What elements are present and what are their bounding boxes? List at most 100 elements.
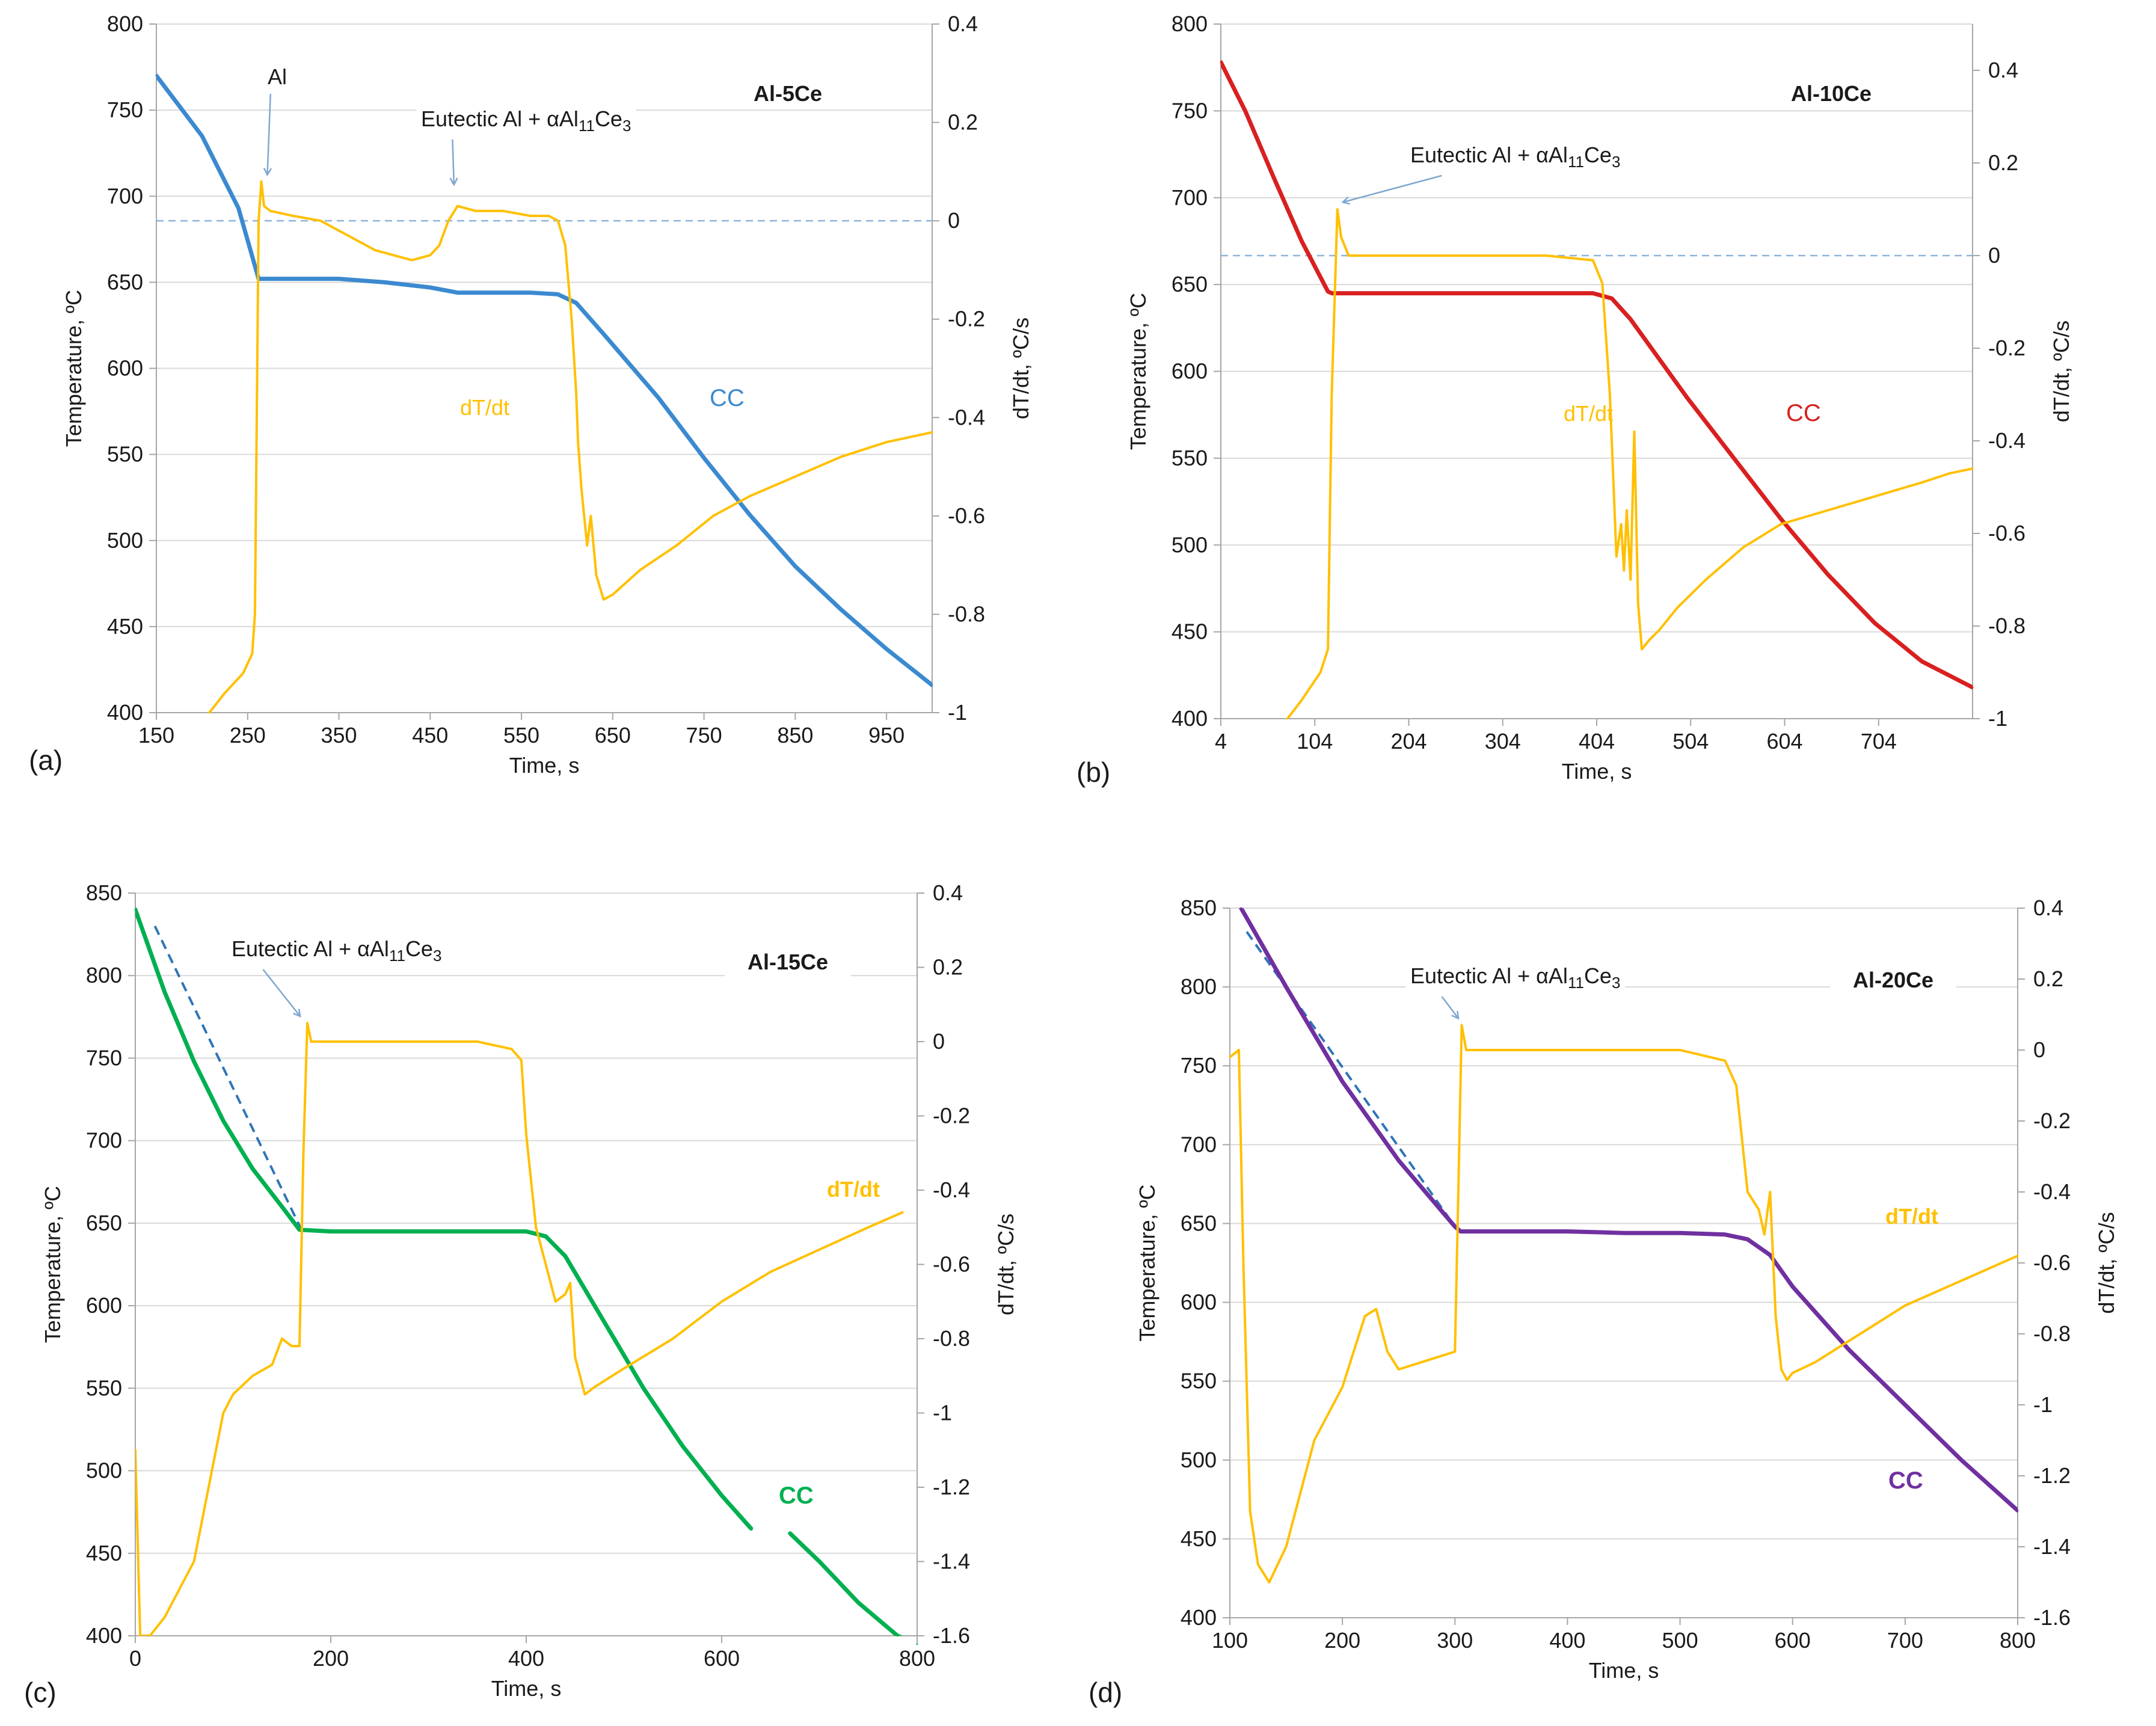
panel-label: (d) [1089,1677,1122,1708]
x-tick-label: 850 [777,723,813,748]
data-point [548,215,550,217]
data-point [1460,1230,1462,1233]
y2-tick-label: 0.4 [1988,58,2018,82]
annotation-arrow [452,139,453,184]
y-tick-label: 750 [107,97,143,122]
y2-tick-label: 0 [948,208,960,233]
x-tick-label: 504 [1672,729,1709,754]
data-point [310,1040,312,1043]
data-point [1921,481,1923,484]
data-point [251,653,253,655]
series-label-dtdt: dT/dt [1564,401,1613,426]
annotation-label: Al [268,64,287,89]
data-point [1742,546,1745,548]
y-tick-label: 600 [1172,359,1208,384]
y-axis-title: Temperature, ºC [1135,1184,1159,1341]
data-point [574,1356,576,1359]
data-point [292,215,295,217]
data-point [271,1363,273,1366]
alloy-label: Al-10Ce [1791,81,1872,106]
y-tick-label: 600 [1181,1290,1217,1315]
annotation-arrow [262,969,299,1016]
x-tick-label: 650 [595,723,631,748]
y2-tick-label: -0.4 [933,1178,970,1202]
data-point [1769,1254,1771,1256]
data-point [557,293,559,295]
data-point [493,292,496,294]
data-point [1336,208,1339,210]
data-point [575,302,577,304]
data-point [1686,396,1688,399]
data-point [589,515,592,517]
data-point [1404,254,1406,257]
y-tick-label: 450 [107,614,143,639]
data-point [1620,523,1623,526]
data-point [1874,495,1876,497]
data-point [1461,1024,1463,1027]
data-point [238,207,240,209]
data-point [1592,292,1594,295]
data-point [703,456,705,459]
x-tick-label: 304 [1485,729,1521,754]
y2-tick-label: -1.6 [2033,1605,2071,1630]
tangent-line [1245,931,1458,1231]
y2-tick-label: -1 [933,1401,952,1425]
annotation-label: Eutectic Al + αAl11Ce3 [421,106,631,135]
y-tick-label: 650 [1172,272,1208,296]
data-point [292,278,295,280]
data-point [1859,1333,1861,1335]
alloy-label: Al-20Ce [1853,968,1933,992]
data-point [1348,254,1350,257]
annotation-arrow [1344,174,1442,202]
data-point [1847,1348,1850,1351]
series-cc-line [135,907,754,1531]
data-point [1566,1230,1568,1233]
alloy-label-bg [725,78,851,109]
data-point [1623,570,1625,572]
annotation-bg [1405,961,1626,994]
data-point [1741,1138,1743,1140]
y2-tick-label: -0.2 [2033,1108,2071,1133]
y2-tick-label: -0.6 [2033,1250,2071,1275]
tangent-line [153,926,303,1230]
x-tick-label: 350 [321,723,357,748]
x-tick-label: 4 [1215,729,1227,754]
data-point [1971,686,1974,689]
data-point [794,565,796,568]
y-tick-label: 500 [107,528,143,553]
data-point [564,1255,567,1258]
data-point [383,281,385,283]
annotation-label: Eutectic Al + αAl11Ce3 [1410,143,1620,171]
y-tick-label: 550 [1181,1369,1217,1393]
data-point [1724,1233,1726,1236]
y-tick-label: 750 [86,1045,122,1070]
data-point [502,210,505,212]
data-point [1786,1379,1788,1381]
data-point [1679,1049,1681,1051]
data-point [1676,606,1678,609]
y-tick-label: 700 [86,1128,122,1153]
data-point [535,1226,537,1229]
y-tick-label: 450 [86,1541,122,1565]
data-point [438,244,440,247]
data-point [1398,1368,1400,1371]
y2-tick-label: -1 [948,700,967,725]
data-point [1286,717,1289,720]
y2-tick-label: -0.6 [933,1252,970,1277]
data-point [1648,639,1650,641]
alloy-label: Al-5Ce [754,81,822,106]
series-dtdt-line [208,180,932,713]
y-tick-label: 400 [1172,706,1208,731]
data-point [263,205,265,207]
data-point [1780,523,1782,526]
y2-tick-label: 0 [2033,1037,2045,1062]
data-point [1330,292,1333,295]
data-point [520,1059,523,1061]
x-tick-label: 600 [704,1646,740,1671]
data-point [575,392,577,394]
data-point [571,318,573,321]
y2-tick-label: -1.2 [933,1475,970,1499]
data-point [1285,1546,1288,1548]
y-tick-label: 650 [1181,1211,1217,1235]
data-point [164,991,166,994]
